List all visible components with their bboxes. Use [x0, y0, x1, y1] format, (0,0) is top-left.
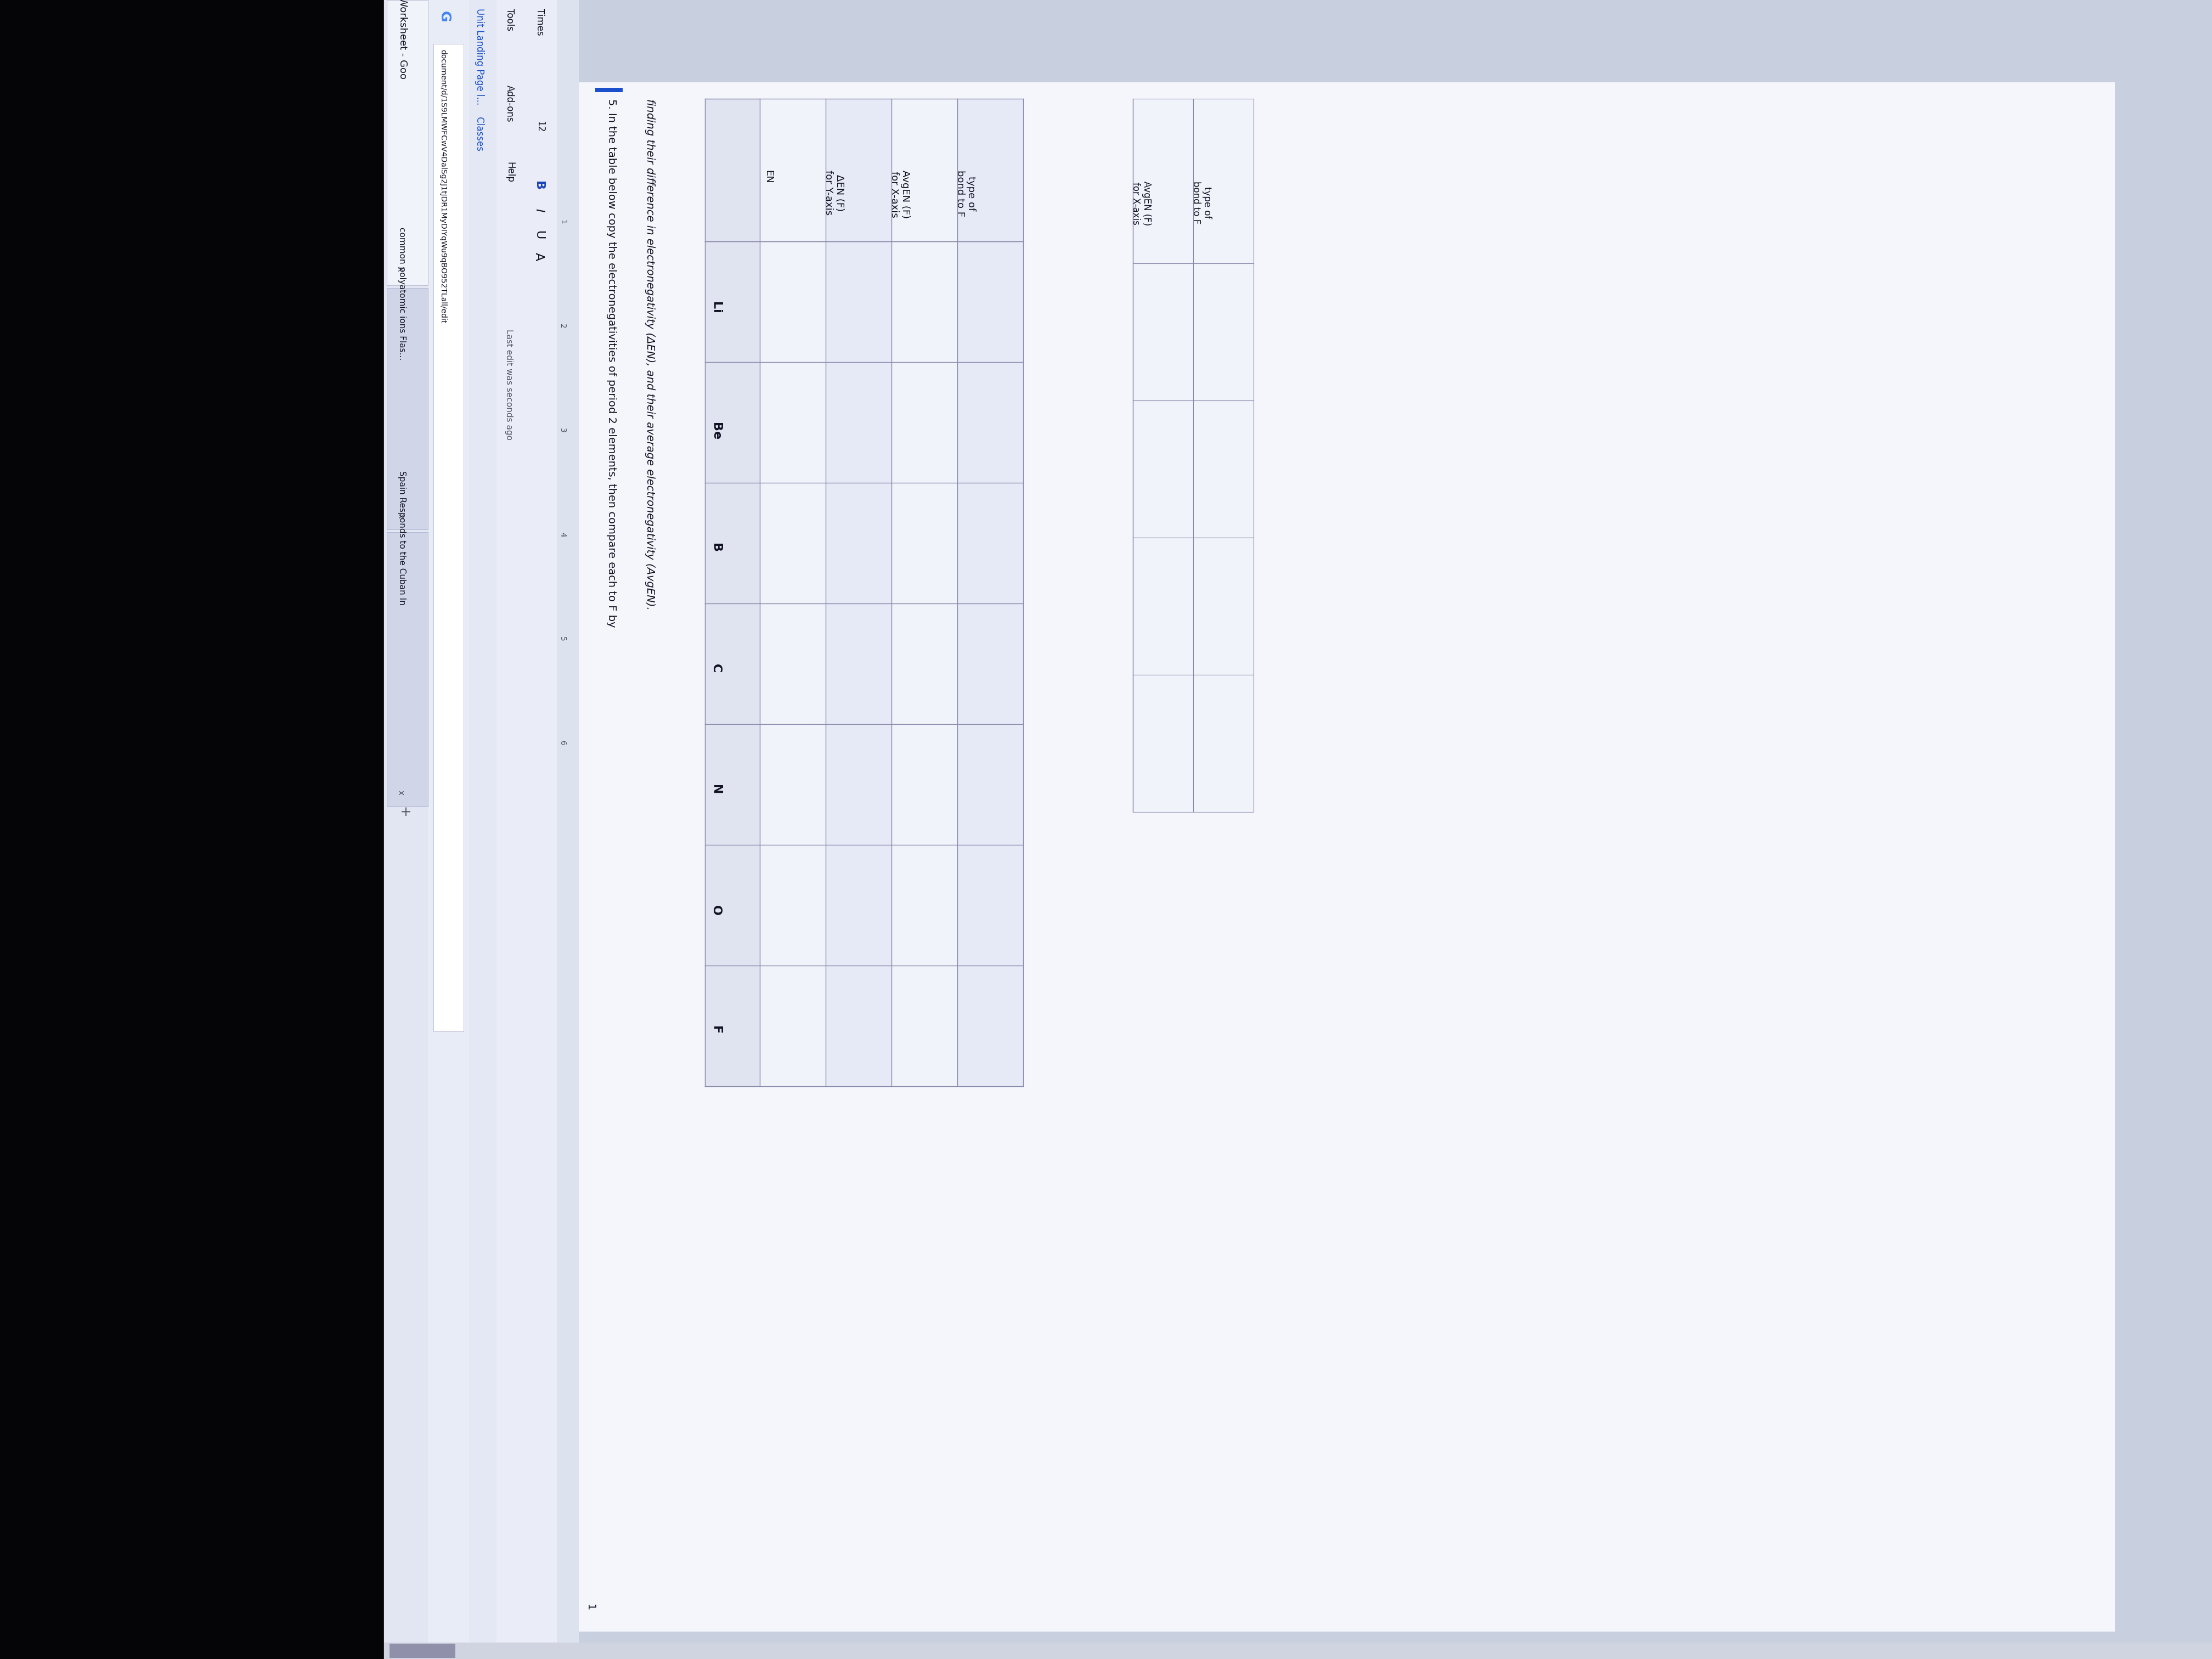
Text: 2: 2: [557, 324, 566, 328]
Polygon shape: [389, 1644, 456, 1657]
Text: Be: Be: [710, 423, 721, 440]
Polygon shape: [595, 88, 622, 93]
Polygon shape: [434, 43, 465, 1032]
Polygon shape: [825, 100, 891, 1087]
Polygon shape: [1192, 400, 1254, 538]
Polygon shape: [1133, 675, 1192, 811]
Text: N: N: [710, 785, 721, 795]
Polygon shape: [526, 0, 557, 1659]
Polygon shape: [891, 100, 958, 1087]
Polygon shape: [387, 533, 427, 806]
Text: document/d/1S9LMWFCwV4DalSg2J1tJDR1MyDIYqWu9qBO952TLall/edit: document/d/1S9LMWFCwV4DalSg2J1tJDR1MyDIY…: [438, 50, 447, 324]
Text: 6: 6: [557, 740, 566, 745]
Bar: [0, 0, 385, 1659]
Polygon shape: [1192, 100, 1254, 264]
Polygon shape: [469, 0, 495, 1659]
Text: +: +: [396, 806, 409, 818]
Text: 5: 5: [557, 637, 566, 640]
Text: I: I: [533, 209, 544, 212]
Polygon shape: [1192, 264, 1254, 400]
Text: Bond Types Worksheet - Goo: Bond Types Worksheet - Goo: [398, 0, 407, 80]
Text: B: B: [533, 181, 544, 191]
Text: Times: Times: [535, 8, 544, 35]
Polygon shape: [385, 0, 427, 1659]
Text: A: A: [533, 252, 544, 260]
Text: F: F: [710, 1025, 721, 1034]
Text: x: x: [396, 513, 405, 518]
Polygon shape: [427, 0, 469, 1659]
Text: U: U: [533, 231, 544, 239]
Polygon shape: [1192, 675, 1254, 811]
Polygon shape: [761, 100, 825, 1087]
Text: Li: Li: [710, 302, 721, 314]
Text: 3: 3: [557, 428, 566, 433]
Polygon shape: [495, 0, 526, 1659]
Text: 12: 12: [535, 121, 544, 133]
Polygon shape: [385, 1642, 2212, 1659]
Text: type of
bond to F: type of bond to F: [956, 171, 975, 217]
Polygon shape: [958, 100, 1024, 1087]
Text: 1: 1: [584, 1604, 595, 1611]
Polygon shape: [1133, 538, 1192, 675]
Text: EN: EN: [763, 171, 772, 184]
Text: Add-ons: Add-ons: [504, 85, 515, 123]
Polygon shape: [387, 0, 427, 285]
Polygon shape: [1133, 400, 1192, 538]
Text: Unit Landing Page l...    Classes: Unit Landing Page l... Classes: [476, 8, 484, 151]
Polygon shape: [1133, 264, 1192, 400]
Polygon shape: [706, 100, 761, 1087]
Text: type of
bond to F: type of bond to F: [1190, 181, 1212, 224]
Text: ΔEN (F)
for Y-axis: ΔEN (F) for Y-axis: [823, 171, 845, 216]
Text: Last edit was seconds ago: Last edit was seconds ago: [504, 328, 513, 440]
Text: x: x: [396, 790, 405, 795]
Polygon shape: [387, 289, 427, 529]
Text: Help: Help: [504, 163, 515, 182]
Text: x: x: [396, 265, 405, 272]
Text: C: C: [710, 664, 721, 674]
Text: Spain Responds to the Cuban In: Spain Responds to the Cuban In: [398, 471, 407, 606]
Polygon shape: [1192, 538, 1254, 675]
Text: common polyatomic ions Flas...: common polyatomic ions Flas...: [398, 227, 407, 360]
Text: O: O: [710, 906, 721, 916]
Text: G: G: [438, 12, 451, 22]
Text: B: B: [710, 542, 721, 552]
Polygon shape: [1133, 100, 1192, 264]
Polygon shape: [385, 0, 2212, 1659]
Polygon shape: [580, 83, 2115, 1631]
Text: AvgEN (F)
for X-axis: AvgEN (F) for X-axis: [1130, 181, 1152, 226]
Text: 4: 4: [557, 533, 566, 538]
Text: finding their difference in electronegativity (ΔEN), and their average electrone: finding their difference in electronegat…: [644, 100, 655, 611]
Text: 1: 1: [557, 219, 566, 224]
Text: AvgEN (F)
for X-axis: AvgEN (F) for X-axis: [889, 171, 911, 219]
Bar: [385, 0, 2212, 1659]
Polygon shape: [557, 0, 580, 1659]
Text: Tools: Tools: [504, 8, 515, 32]
Text: 5. In the table below copy the electronegativities of period 2 elements, then co: 5. In the table below copy the electrone…: [606, 100, 617, 627]
